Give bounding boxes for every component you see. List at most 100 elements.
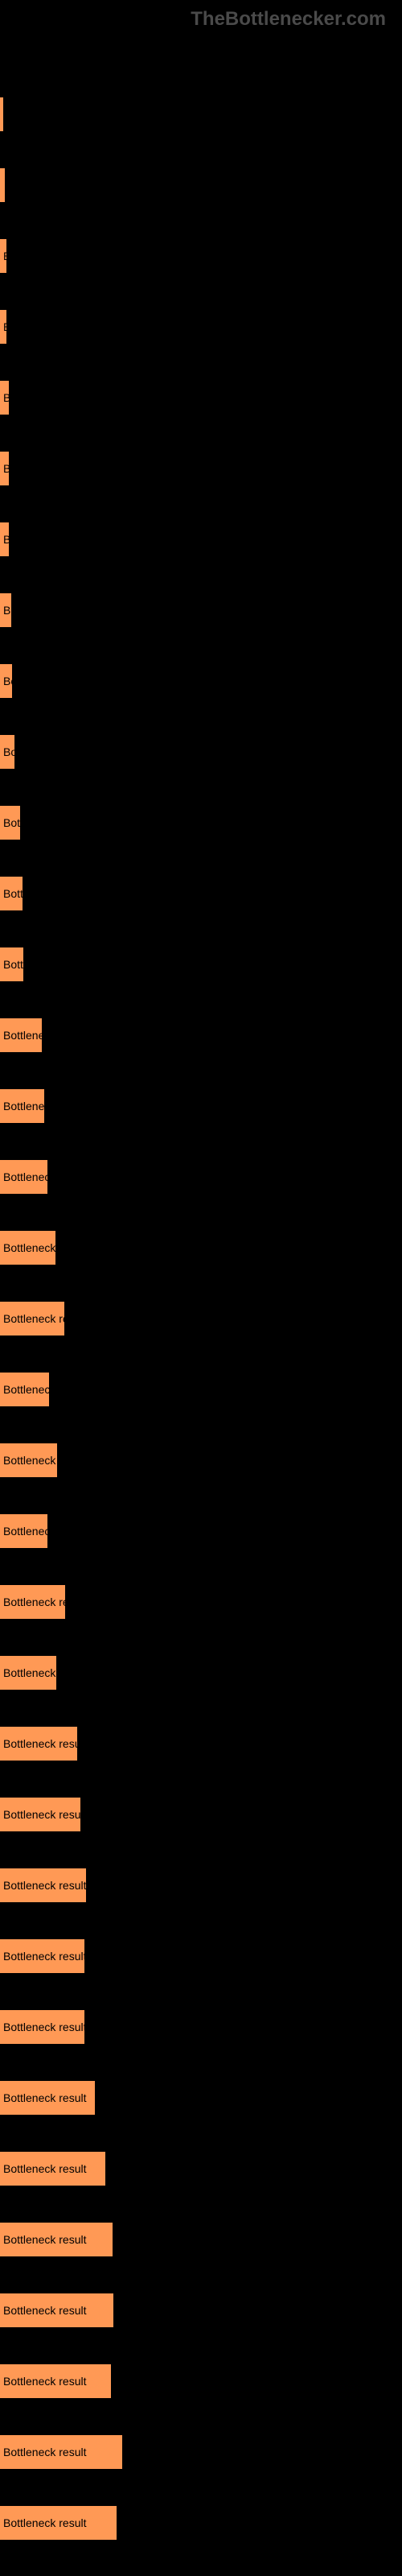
- watermark-text: TheBottlenecker.com: [0, 0, 402, 31]
- bar-row: B: [0, 291, 402, 362]
- bar: Bottleneck re: [0, 1089, 44, 1123]
- bar-row: Bottleneck result: [0, 2487, 402, 2558]
- bar-row: Bottleneck result: [0, 1921, 402, 1992]
- bar-label: Bottleneck result: [3, 2304, 87, 2317]
- bar: Bottleneck result: [0, 1302, 64, 1335]
- bar-label: B: [3, 391, 9, 404]
- bar: Bottleneck result: [0, 2010, 84, 2044]
- bar: B: [0, 381, 9, 415]
- bar-label: Bottleneck result: [3, 1596, 65, 1608]
- bar-label: Bottleneck result: [3, 2162, 87, 2175]
- bar-row: Bottleneck result: [0, 1283, 402, 1354]
- bar: Bottleneck result: [0, 2435, 122, 2469]
- bar-label: Bottleneck result: [3, 2516, 87, 2529]
- bar-label: Bottleneck result: [3, 1879, 86, 1892]
- bar: B: [0, 452, 9, 485]
- bar-row: [0, 150, 402, 221]
- bar-label: Bottleneck result: [3, 2446, 87, 2458]
- bar-label: Bottleneck result: [3, 2091, 87, 2104]
- bar-row: B: [0, 433, 402, 504]
- bar-row: Bottleneck result: [0, 2275, 402, 2346]
- bar-row: Bottleneck result: [0, 1567, 402, 1637]
- bar-row: Bottlenec: [0, 1000, 402, 1071]
- bar-row: Bottleneck result: [0, 1708, 402, 1779]
- bar: Bottleneck resu: [0, 1231, 55, 1265]
- bar-label: Bottleneck result: [3, 2233, 87, 2246]
- bar: Bo: [0, 735, 14, 769]
- bar: [0, 97, 3, 131]
- bar-row: B: [0, 221, 402, 291]
- bar-label: Bottleneck result: [3, 1808, 80, 1821]
- bar-label: Bottleneck re: [3, 1525, 47, 1538]
- bar: Bottleneck result: [0, 1443, 57, 1477]
- bar: Bottleneck result: [0, 2364, 111, 2398]
- bar-row: Bottleneck result: [0, 1779, 402, 1850]
- bar-label: Bottleneck result: [3, 1454, 57, 1467]
- bar: Bottleneck result: [0, 2223, 113, 2256]
- bar-row: Bottleneck re: [0, 1071, 402, 1141]
- bar-label: Bottlenec: [3, 1029, 42, 1042]
- bar-row: B: [0, 362, 402, 433]
- bar-label: B: [3, 533, 9, 546]
- bar: Bottleneck result: [0, 1585, 65, 1619]
- bar-row: Bottleneck result: [0, 1425, 402, 1496]
- bar: Bottleneck result: [0, 2293, 113, 2327]
- bar-row: Bott: [0, 858, 402, 929]
- bar-row: Bottleneck resu: [0, 1212, 402, 1283]
- bar-label: B: [3, 462, 9, 475]
- bar: Bottlenec: [0, 1018, 42, 1052]
- bar-label: Bottleneck resu: [3, 1241, 55, 1254]
- bar-row: Bottleneck res: [0, 1354, 402, 1425]
- bar: Bottleneck result: [0, 2081, 95, 2115]
- bar: Bottleneck res: [0, 1373, 49, 1406]
- bar: Bottleneck resu: [0, 1656, 56, 1690]
- bar: Bott: [0, 877, 23, 910]
- bar-row: Bott: [0, 787, 402, 858]
- bar: Bottleneck result: [0, 1868, 86, 1902]
- bar-label: Bott: [3, 887, 23, 900]
- bar-row: Bottleneck result: [0, 1850, 402, 1921]
- bar: Bottleneck result: [0, 1727, 77, 1761]
- bar-row: Bottleneck result: [0, 2204, 402, 2275]
- bar-label: Bott: [3, 816, 20, 829]
- bar: Bott: [0, 806, 20, 840]
- bar-label: B: [3, 320, 6, 333]
- bar-label: Bo: [3, 745, 14, 758]
- bar: B: [0, 522, 9, 556]
- bar-label: Bottleneck: [3, 1170, 47, 1183]
- bar: B: [0, 593, 11, 627]
- bar-label: Bottleneck result: [3, 1737, 77, 1750]
- bar-row: Bottleneck: [0, 1141, 402, 1212]
- bar-row: Bottleneck result: [0, 2062, 402, 2133]
- bar: Bottleneck result: [0, 2506, 117, 2540]
- bar-label: Bo: [3, 675, 12, 687]
- bar-label: Bottleneck resu: [3, 1666, 56, 1679]
- bar-row: Bottleneck result: [0, 1992, 402, 2062]
- bar-label: Bottl: [3, 958, 23, 971]
- bar-label: Bottleneck result: [3, 1950, 84, 1963]
- bar-label: B: [3, 604, 10, 617]
- bar: [0, 168, 5, 202]
- bar-label: Bottleneck result: [3, 1312, 64, 1325]
- bar-row: Bo: [0, 646, 402, 716]
- bar-chart: B B B B B B Bo Bo Bott Bott Bottl Bottlenec Bottlene…: [0, 31, 402, 2558]
- bar-row: Bottleneck resu: [0, 1637, 402, 1708]
- bar-row: B: [0, 504, 402, 575]
- bar: Bottl: [0, 947, 23, 981]
- bar-row: Bo: [0, 716, 402, 787]
- bar: B: [0, 310, 6, 344]
- bar-row: B: [0, 575, 402, 646]
- bar: Bo: [0, 664, 12, 698]
- bar: B: [0, 239, 6, 273]
- bar-row: Bottl: [0, 929, 402, 1000]
- bar-row: Bottleneck re: [0, 1496, 402, 1567]
- bar-row: Bottleneck result: [0, 2346, 402, 2417]
- bar: Bottleneck re: [0, 1514, 47, 1548]
- bar: Bottleneck result: [0, 1798, 80, 1831]
- bar: Bottleneck: [0, 1160, 47, 1194]
- bar-label: Bottleneck re: [3, 1100, 44, 1113]
- bar: Bottleneck result: [0, 1939, 84, 1973]
- bar-row: [0, 79, 402, 150]
- bar-label: Bottleneck result: [3, 2375, 87, 2388]
- bar-row: Bottleneck result: [0, 2417, 402, 2487]
